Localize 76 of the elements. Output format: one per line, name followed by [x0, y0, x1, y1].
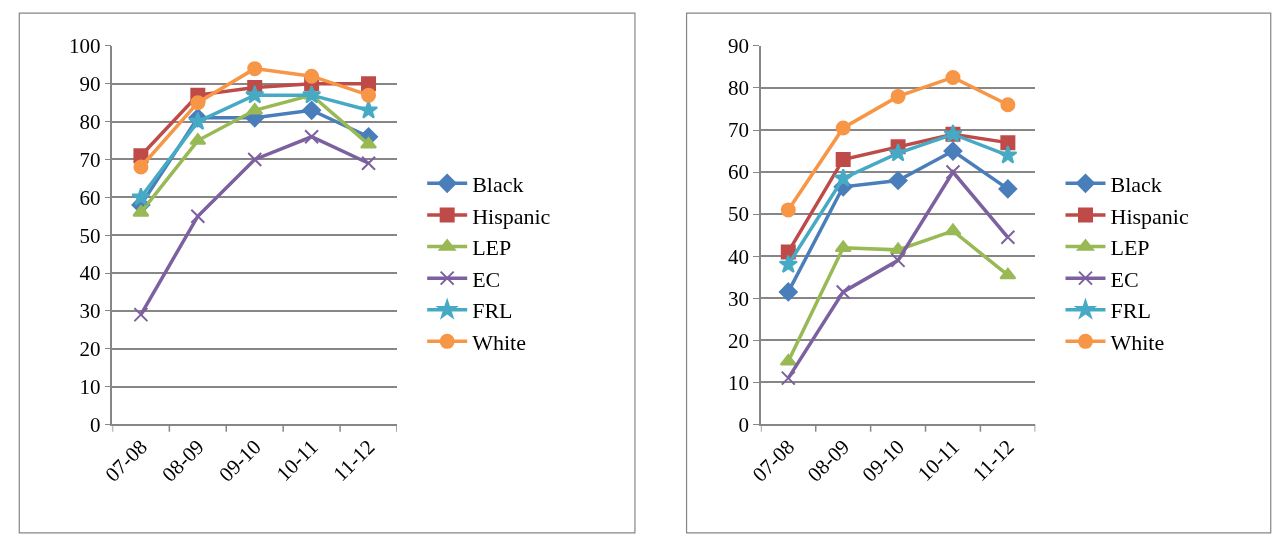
y-tick-label: 0: [90, 412, 101, 437]
point: [998, 145, 1018, 164]
point: [834, 240, 852, 253]
y-tick-label: 90: [727, 34, 749, 59]
y-tick-label: 50: [727, 202, 749, 227]
y-tick-label: 100: [69, 34, 101, 59]
point: [190, 95, 206, 111]
point: [943, 141, 963, 161]
y-tick-label: 20: [79, 337, 101, 362]
y-tick-label: 70: [79, 147, 101, 172]
y-tick-label: 60: [79, 185, 101, 210]
point: [131, 187, 151, 206]
point: [358, 100, 379, 119]
point: [1000, 229, 1016, 245]
y-tick-label: 30: [727, 286, 749, 311]
legend-label: FRL: [1110, 298, 1151, 324]
point: [888, 171, 908, 190]
point: [301, 85, 322, 104]
point: [1000, 135, 1016, 151]
y-tick-label: 30: [79, 299, 101, 324]
y-tick-label: 70: [727, 118, 749, 143]
point: [361, 87, 377, 103]
point: [888, 143, 908, 162]
legend-label: Hispanic: [1110, 203, 1189, 229]
legend-label: Hispanic: [472, 203, 551, 229]
legend-label: White: [472, 329, 526, 355]
point: [779, 353, 797, 366]
point: [245, 85, 265, 104]
y-tick-label: 20: [727, 328, 749, 353]
point: [190, 208, 206, 224]
point: [304, 68, 320, 84]
point: [132, 204, 150, 217]
legend-label: EC: [1110, 266, 1139, 292]
legend-label: LEP: [1110, 235, 1150, 261]
point: [302, 100, 322, 120]
point: [1000, 97, 1016, 113]
legend-label: White: [1110, 329, 1165, 355]
point: [945, 164, 961, 180]
point: [133, 307, 149, 323]
point: [944, 223, 962, 236]
y-tick-label: 40: [79, 261, 101, 286]
point: [890, 88, 906, 104]
point: [835, 151, 851, 167]
point: [945, 69, 961, 85]
point: [247, 61, 263, 77]
legend-label: EC: [472, 266, 501, 292]
y-tick-label: 10: [79, 374, 101, 399]
point: [999, 267, 1017, 280]
point: [890, 252, 906, 268]
y-tick-label: 60: [727, 160, 749, 185]
y-tick-label: 10: [727, 370, 749, 395]
point: [835, 120, 851, 136]
point: [780, 370, 796, 386]
y-tick-label: 90: [79, 72, 101, 97]
point: [246, 102, 264, 115]
point: [361, 76, 377, 92]
point: [360, 136, 378, 149]
point: [833, 168, 853, 187]
legend-label: FRL: [472, 298, 513, 324]
y-tick-label: 0: [738, 412, 749, 437]
point: [361, 155, 377, 171]
y-tick-label: 80: [79, 109, 101, 134]
y-tick-label: 40: [727, 244, 749, 269]
point: [133, 159, 149, 175]
point: [778, 282, 798, 302]
point: [780, 202, 796, 218]
point: [998, 179, 1018, 199]
point: [247, 151, 263, 167]
y-tick-label: 80: [727, 76, 749, 101]
point: [778, 254, 798, 273]
y-tick-label: 50: [79, 223, 101, 248]
point: [835, 284, 851, 300]
legend-label: LEP: [472, 235, 512, 261]
legend-label: Black: [472, 171, 524, 197]
legend-label: Black: [1110, 171, 1162, 197]
point: [304, 129, 320, 145]
